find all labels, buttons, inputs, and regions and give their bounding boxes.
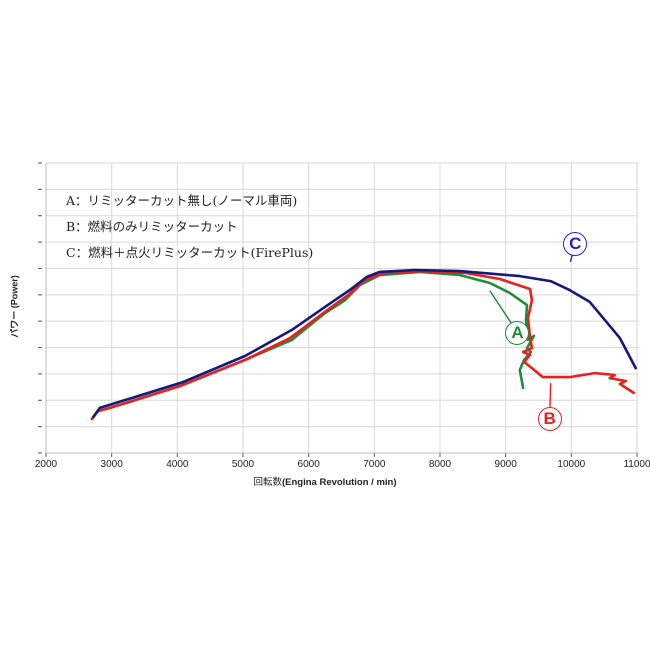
x-tick-label: 2000 [34, 459, 58, 470]
x-axis-label-en: (Engina Revolution / min) [281, 477, 397, 488]
x-tick-label: 4000 [166, 459, 189, 470]
x-tick-label: 3000 [100, 459, 123, 470]
x-tick-label: 11000 [623, 459, 650, 470]
series-line-a [90, 270, 536, 421]
x-axis-label: 回転数(Engina Revolution / min) [0, 474, 650, 488]
legend-item-b: B：燃料のみリミッターカット [66, 219, 238, 234]
legend: A：リミッターカット無し(ノーマル車両) B：燃料のみリミッターカット C：燃料… [66, 188, 313, 266]
x-tick-label: 9000 [494, 459, 517, 470]
x-tick-label: 10000 [557, 459, 586, 470]
legend-item-a: A：リミッターカット無し(ノーマル車両) [66, 193, 298, 208]
series-c-tag: C [563, 231, 588, 256]
legend-item-c: C：燃料＋点火リミッターカット(FirePlus) [66, 245, 314, 260]
x-tick-label: 6000 [297, 459, 320, 470]
x-tick-label: 8000 [428, 459, 452, 470]
series-line-b [90, 269, 635, 421]
annotation-leaders [489, 243, 576, 420]
series-a-tag: A [505, 320, 530, 345]
y-axis-label: パワー (Power) [9, 275, 20, 338]
x-tick-label: 5000 [231, 459, 255, 470]
series-b-tag: B [537, 406, 562, 431]
series-lines [90, 268, 637, 421]
series-line-c [92, 268, 637, 419]
x-axis-label-jp: 回転数 [253, 477, 282, 488]
x-tick-label: 7000 [363, 459, 386, 470]
axes [38, 162, 639, 457]
